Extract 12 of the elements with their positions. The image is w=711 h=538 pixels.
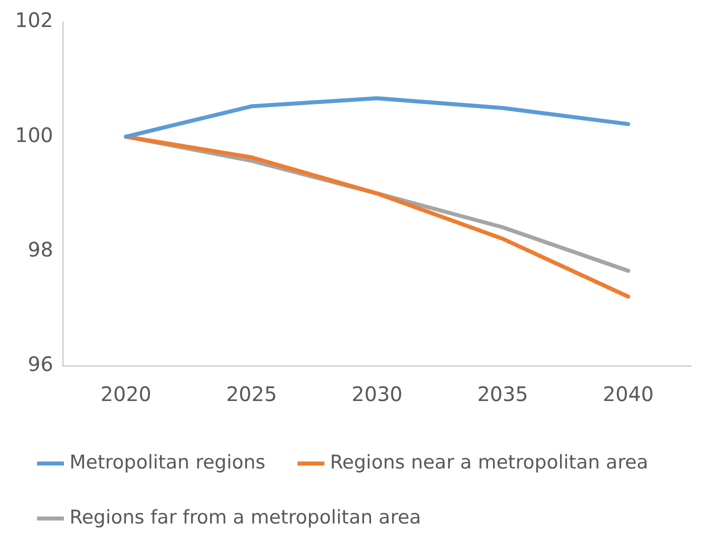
x-tick-label: 2025 (226, 382, 277, 406)
legend-label: Regions near a metropolitan area (330, 451, 648, 474)
legend-label: Regions far from a metropolitan area (70, 506, 422, 528)
y-tick-label: 98 (28, 238, 54, 262)
x-tick-label: 2035 (477, 382, 528, 406)
x-tick-label: 2040 (602, 382, 654, 406)
y-tick-label: 100 (14, 122, 54, 147)
legend-label: Metropolitan regions (70, 451, 266, 474)
x-tick-label: 2030 (352, 382, 403, 406)
x-tick-label: 2020 (100, 382, 152, 406)
y-tick-label: 96 (28, 352, 54, 376)
y-tick-label: 102 (14, 8, 54, 32)
